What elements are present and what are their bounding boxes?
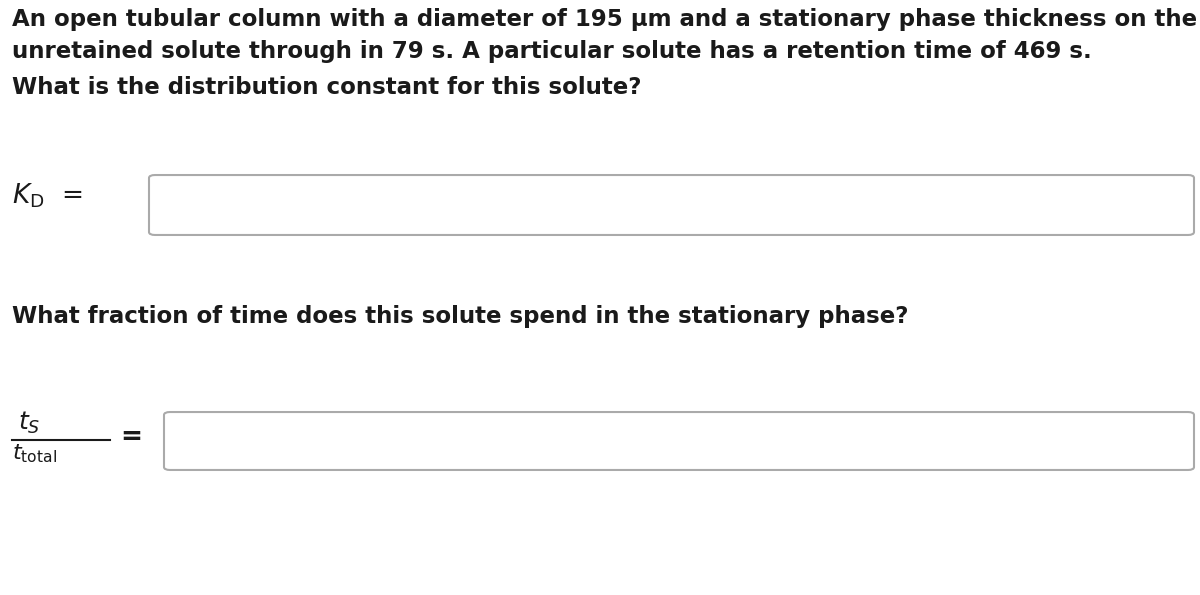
Text: An open tubular column with a diameter of 195 μm and a stationary phase thicknes: An open tubular column with a diameter o… (12, 8, 1200, 31)
Text: unretained solute through in 79 s. A particular solute has a retention time of 4: unretained solute through in 79 s. A par… (12, 40, 1092, 63)
Text: What fraction of time does this solute spend in the stationary phase?: What fraction of time does this solute s… (12, 305, 908, 328)
Text: What is the distribution constant for this solute?: What is the distribution constant for th… (12, 76, 642, 99)
Text: $\mathit{t}_\mathit{S}$: $\mathit{t}_\mathit{S}$ (18, 410, 41, 436)
Text: =: = (120, 424, 142, 450)
Text: $\mathit{t}_\mathrm{total}$: $\mathit{t}_\mathrm{total}$ (12, 442, 56, 465)
Text: $\mathit{K}_\mathrm{D}$  =: $\mathit{K}_\mathrm{D}$ = (12, 181, 83, 210)
